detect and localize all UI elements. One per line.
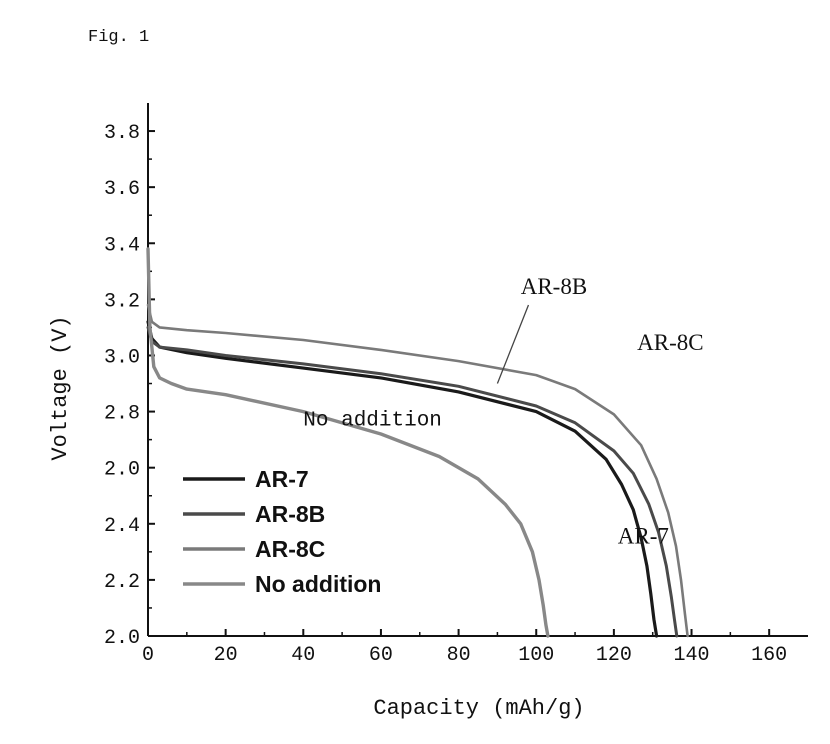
y-tick-label: 3.6 (104, 178, 140, 201)
x-tick-label: 140 (674, 644, 710, 667)
x-tick-label: 0 (142, 644, 154, 667)
x-tick-label: 40 (291, 644, 315, 667)
x-axis-title: Capacity (mAh/g) (373, 696, 584, 721)
legend-label-ar-8b: AR-8B (255, 501, 325, 527)
y-tick-label: 3.0 (104, 346, 140, 369)
x-tick-label: 120 (596, 644, 632, 667)
y-tick-label: 2.2 (104, 571, 140, 594)
annotation-ar-8b: AR-8B (521, 274, 587, 299)
y-tick-label: 3.8 (104, 122, 140, 145)
y-tick-label: 2.8 (104, 403, 140, 426)
y-tick-label: 3.4 (104, 234, 140, 257)
chart-legend: AR-7 AR-8B AR-8C No addition (183, 466, 381, 597)
legend-label-ar-8c: AR-8C (255, 536, 325, 562)
y-tick-label: 2.0 (104, 627, 140, 650)
series-line-ar-8b (148, 327, 677, 636)
x-tick-label: 100 (518, 644, 554, 667)
annotation-ar-7: AR-7 (618, 523, 669, 548)
y-axis-title: Voltage (V) (48, 315, 73, 460)
annotation-ar-8c: AR-8C (637, 330, 703, 355)
y-tick-label: 2.4 (104, 515, 140, 538)
x-tick-label: 80 (447, 644, 471, 667)
legend-label-ar-7: AR-7 (255, 466, 309, 492)
chart-annotations: AR-8B AR-8C AR-7 No addition (303, 274, 703, 549)
annotation-no-addition: No addition (303, 410, 442, 433)
y-tick-label: 2.0 (104, 459, 140, 482)
x-tick-label: 160 (751, 644, 787, 667)
legend-label-no-addition: No addition (255, 571, 381, 597)
x-tick-label: 20 (214, 644, 238, 667)
y-tick-label: 3.2 (104, 290, 140, 313)
x-tick-label: 60 (369, 644, 393, 667)
chart-series (148, 249, 688, 636)
